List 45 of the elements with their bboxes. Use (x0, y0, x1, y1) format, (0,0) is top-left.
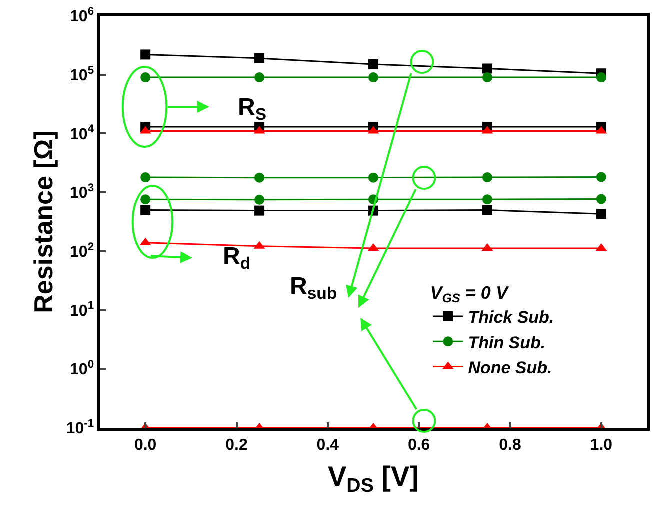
point (140, 194, 151, 205)
point (482, 72, 492, 83)
legend-label: None Sub. (468, 358, 552, 378)
y-tick-label: 10$^{1}$ (70, 300, 94, 320)
x-tick-label: 0.6 (408, 436, 430, 454)
point (140, 50, 151, 60)
point (254, 53, 265, 64)
point (596, 194, 606, 204)
point (596, 72, 606, 83)
point (254, 206, 265, 216)
point (482, 205, 492, 216)
x-tick-label: 0.0 (134, 436, 157, 454)
point (140, 72, 151, 83)
point (596, 209, 606, 220)
x-tick-label: 0.8 (499, 436, 522, 454)
point (140, 172, 151, 183)
y-tick-label: 10$^{3}$ (70, 182, 94, 202)
point (254, 194, 265, 205)
point (596, 172, 606, 182)
y-tick-label: 10$^{4}$ (70, 124, 95, 144)
annotation: R$_{sub}$ (290, 273, 338, 304)
point (482, 64, 492, 74)
point (140, 205, 151, 216)
legend-label: Thin Sub. (468, 333, 546, 352)
point (254, 172, 265, 183)
y-tick-label: 10$^{6}$ (70, 6, 94, 26)
y-tick-label: 10$^{0}$ (70, 359, 94, 379)
x-tick-label: 1.0 (590, 436, 613, 454)
legend-title: V$_{GS}$ = 0 V (430, 282, 510, 306)
y-tick-label: 10$^{2}$ (70, 241, 94, 262)
x-tick-label: 0.2 (226, 436, 248, 454)
point (368, 59, 378, 70)
point (482, 172, 492, 183)
y-tick-label: 10$^{-1}$ (66, 418, 94, 438)
y-axis-title: Resistance [Ω] (28, 130, 59, 314)
y-tick-label: 10$^{5}$ (70, 64, 94, 84)
legend-label: Thick Sub. (468, 308, 554, 328)
point (368, 72, 378, 83)
annotation: R$_{S}$ (238, 94, 267, 124)
point (368, 172, 378, 183)
x-axis-title: V$_{DS}$ [V] (328, 461, 420, 497)
x-tick-label: 0.4 (316, 436, 340, 454)
point (254, 72, 265, 83)
point (482, 194, 492, 205)
annotation: R$_{d}$ (223, 243, 251, 274)
